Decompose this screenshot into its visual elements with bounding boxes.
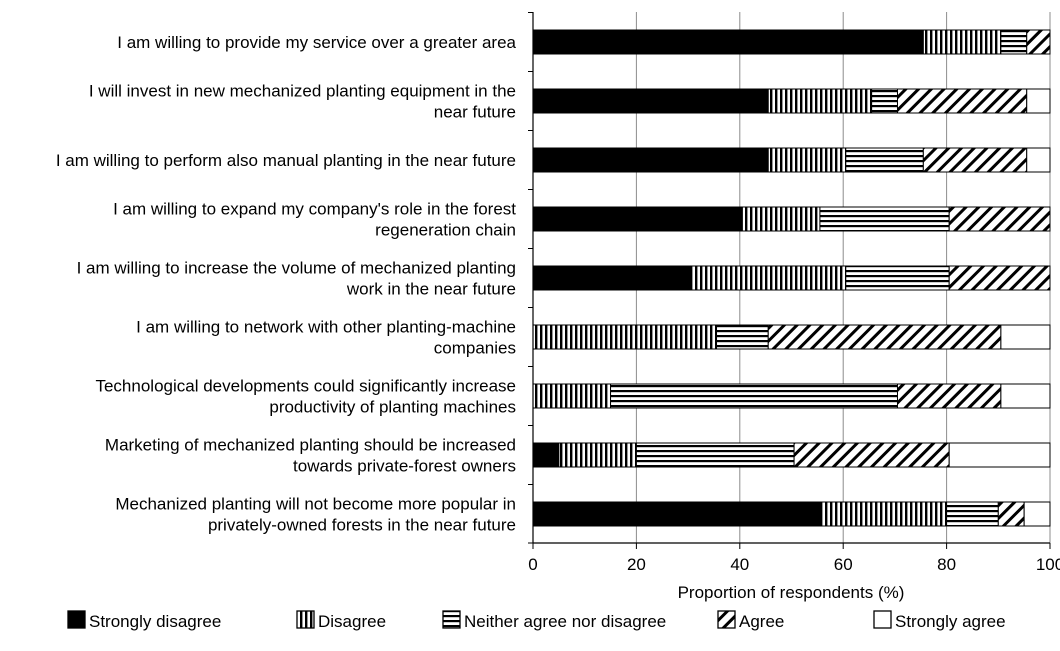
bar-segment-disagree-7 <box>558 442 637 468</box>
bar-segment-strongly-agree-1 <box>1026 88 1051 114</box>
legend-swatch-strongly-agree <box>873 610 892 629</box>
category-label: I am willing to expand my company's role… <box>113 200 516 219</box>
category-label: towards private-forest owners <box>293 457 516 476</box>
category-label: companies <box>434 339 516 358</box>
bar-segment-strongly-disagree-3 <box>532 206 743 232</box>
category-label: I am willing to network with other plant… <box>136 318 516 337</box>
bar-segment-strongly-disagree-2 <box>532 147 769 173</box>
bar-segment-agree-4 <box>948 265 1051 291</box>
bar-segment-disagree-3 <box>741 206 821 232</box>
category-label: productivity of planting machines <box>269 398 516 417</box>
category-label: work in the near future <box>346 280 516 299</box>
category-label: privately-owned forests in the near futu… <box>208 516 516 535</box>
bar-segment-agree-0 <box>1026 29 1051 55</box>
category-label: Marketing of mechanized planting should … <box>105 436 516 455</box>
bar-segment-strongly-agree-7 <box>948 442 1051 468</box>
category-label: I am willing to perform also manual plan… <box>56 151 516 170</box>
legend-swatch-strongly-disagree <box>67 610 86 629</box>
bar-segment-agree-6 <box>896 383 1002 409</box>
legend-label: Neither agree nor disagree <box>464 612 666 631</box>
bar-segment-agree-8 <box>997 501 1025 527</box>
bar-segment-strongly-agree-5 <box>1000 324 1051 350</box>
bar-segment-agree-1 <box>896 88 1028 114</box>
x-tick-label: 100 <box>1036 555 1060 574</box>
legend-swatch-neither-agree-nor-disagree <box>442 610 461 629</box>
category-label: I will invest in new mechanized planting… <box>89 82 516 101</box>
bar-segment-strongly-disagree-8 <box>532 501 821 527</box>
category-label: Technological developments could signifi… <box>95 377 516 396</box>
category-label: I am willing to increase the volume of m… <box>77 259 516 278</box>
x-tick-label: 60 <box>834 555 853 574</box>
bar-segment-agree-7 <box>793 442 950 468</box>
category-label: Mechanized planting will not become more… <box>115 495 516 514</box>
bar-segment-neither-agree-nor-disagree-1 <box>871 88 898 114</box>
bar-segment-disagree-8 <box>819 501 948 527</box>
x-axis-label: Proportion of respondents (%) <box>678 583 905 602</box>
bar-segment-neither-agree-nor-disagree-3 <box>819 206 950 232</box>
legend-swatch-disagree <box>296 610 315 629</box>
bar-segment-strongly-agree-6 <box>1000 383 1051 409</box>
bar-segment-neither-agree-nor-disagree-5 <box>716 324 769 350</box>
bar-segment-neither-agree-nor-disagree-7 <box>635 442 795 468</box>
axes: 0 20 40 60 80 100 <box>528 12 1060 574</box>
bar-segment-neither-agree-nor-disagree-8 <box>946 501 999 527</box>
bars <box>532 29 1051 527</box>
x-tick-label: 0 <box>528 555 537 574</box>
category-labels: I am willing to provide my service over … <box>56 33 517 535</box>
bar-segment-strongly-disagree-7 <box>532 442 560 468</box>
bar-segment-disagree-4 <box>690 265 847 291</box>
bar-segment-agree-3 <box>948 206 1051 232</box>
bar-segment-disagree-1 <box>767 88 873 114</box>
bar-segment-disagree-5 <box>532 324 718 350</box>
bar-segment-strongly-disagree-4 <box>532 265 692 291</box>
x-tick-label: 20 <box>627 555 646 574</box>
bar-segment-neither-agree-nor-disagree-0 <box>1000 29 1028 55</box>
bar-segment-neither-agree-nor-disagree-4 <box>845 265 950 291</box>
category-label: regeneration chain <box>375 221 516 240</box>
category-label: I am willing to provide my service over … <box>117 33 516 52</box>
legend-label: Agree <box>739 612 784 631</box>
bar-segment-strongly-agree-8 <box>1023 501 1051 527</box>
legend-swatch-agree <box>717 610 736 629</box>
bar-segment-disagree-6 <box>532 383 612 409</box>
legend: Strongly disagree Disagree Neither agree n… <box>67 610 1006 631</box>
bar-segment-neither-agree-nor-disagree-2 <box>845 147 924 173</box>
legend-label: Strongly agree <box>895 612 1006 631</box>
bar-segment-agree-5 <box>767 324 1002 350</box>
bar-segment-disagree-2 <box>767 147 847 173</box>
bar-segment-strongly-agree-2 <box>1026 147 1051 173</box>
bar-segment-strongly-disagree-1 <box>532 88 769 114</box>
bar-segment-agree-2 <box>922 147 1028 173</box>
bar-segment-strongly-disagree-0 <box>532 29 924 55</box>
x-tick-label: 80 <box>937 555 956 574</box>
legend-label: Disagree <box>318 612 386 631</box>
bar-segment-disagree-0 <box>922 29 1002 55</box>
category-label: near future <box>434 103 516 122</box>
x-tick-label: 40 <box>730 555 749 574</box>
bar-segment-neither-agree-nor-disagree-6 <box>610 383 898 409</box>
legend-label: Strongly disagree <box>89 612 221 631</box>
